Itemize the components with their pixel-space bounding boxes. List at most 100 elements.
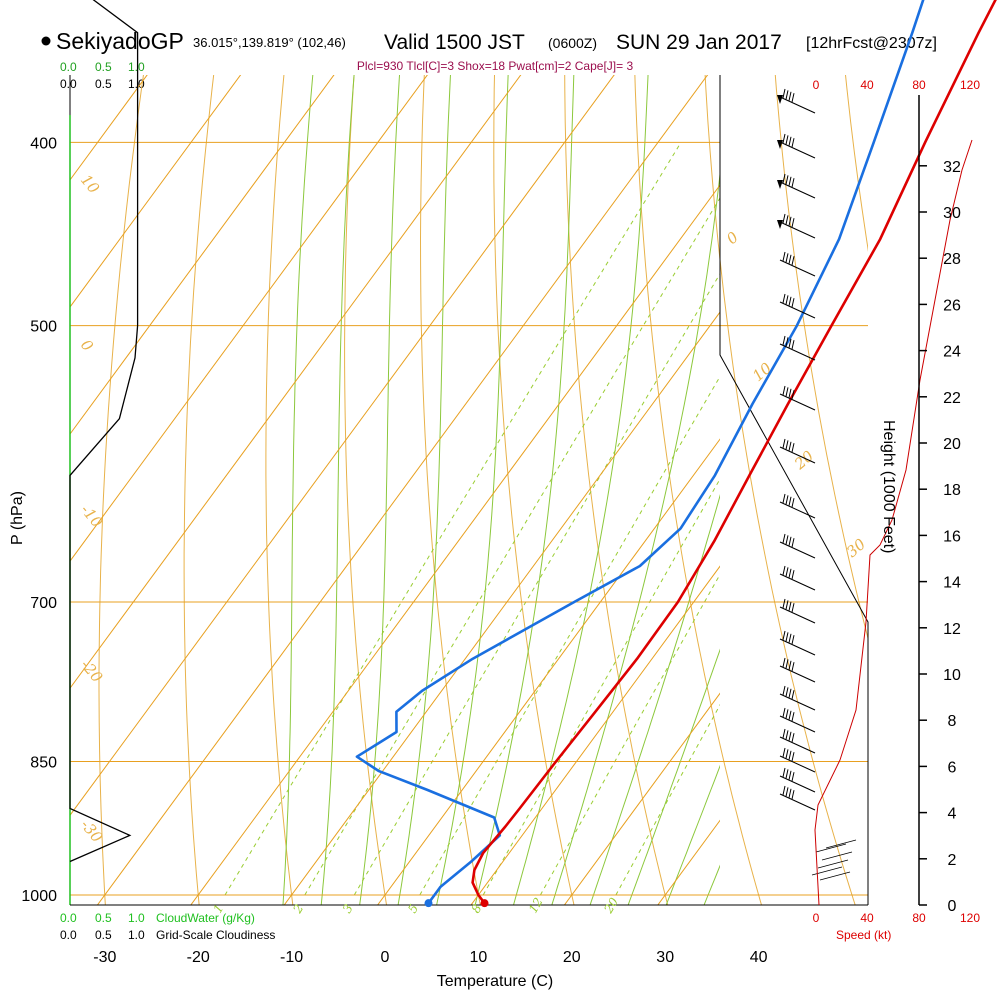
- isotherms: [70, 75, 720, 905]
- wind-barb-feather: [782, 747, 786, 758]
- svg-text:0.5: 0.5: [95, 911, 112, 925]
- wind-barb-feather: [785, 90, 789, 100]
- wind-barb-feather: [791, 138, 795, 148]
- height-tick-label: 30: [943, 205, 961, 222]
- wind-barb-feather: [791, 390, 795, 400]
- wind-barb-staff: [779, 96, 816, 114]
- height-tick-label: 26: [943, 297, 961, 314]
- wind-barb-feather: [791, 690, 795, 700]
- temperature-tick: 20: [563, 949, 581, 966]
- wind-barb-feather: [785, 387, 789, 397]
- height-tick-label: 0: [948, 898, 957, 915]
- wind-barb-feather: [782, 767, 786, 778]
- moist-adiabat-line: [512, 75, 649, 905]
- wind-barb-feather: [788, 731, 792, 741]
- valid-time: Valid 1500 JST: [384, 31, 525, 54]
- stability-indices: Plcl=930 Tlcl[C]=3 Shox=18 Pwat[cm]=2 Ca…: [357, 59, 634, 73]
- wind-barb-staff: [779, 446, 816, 464]
- wind-barb-feather: [785, 659, 789, 669]
- temperature-tick: -20: [187, 949, 210, 966]
- wind-barb-feather: [791, 340, 795, 350]
- forecast-info: [12hrFcst@2307z]: [806, 35, 937, 52]
- wind-barb-staff: [779, 606, 816, 624]
- wind-barb-feather: [788, 568, 792, 578]
- wind-barb-feather: [782, 385, 786, 396]
- wind-panel-boundary: [719, 75, 869, 905]
- temperature-tick: 40: [750, 949, 768, 966]
- height-tick-label: 20: [943, 436, 961, 453]
- station-coords: 36.015°,139.819° (102,46): [193, 35, 346, 50]
- svg-text:1.0: 1.0: [128, 911, 145, 925]
- wind-barb-feather: [788, 441, 792, 451]
- wind-barb-staff: [779, 793, 816, 811]
- wind-barb-pennant: [777, 180, 783, 189]
- surface-temperature-point: [480, 899, 489, 908]
- height-tick-label: 6: [948, 759, 957, 776]
- wind-barb-staff: [779, 259, 816, 277]
- wind-barb-feather: [791, 733, 795, 743]
- wind-barb-feather: [782, 293, 786, 304]
- wind-barb-staff: [779, 301, 816, 319]
- wind-barb-feather: [785, 215, 789, 225]
- isotherm-line: [96, 75, 709, 905]
- speed-top-scale: 0 40 80 120: [813, 78, 981, 92]
- station-bullet-icon: [41, 36, 51, 46]
- wind-barb-staff: [779, 221, 816, 239]
- moist-adiabat-line: [359, 75, 401, 905]
- height-tick-label: 4: [948, 806, 957, 823]
- cloudiness-bottom-scale: 0.0 0.5 1.0 Grid-Scale Cloudiness: [60, 928, 275, 942]
- wind-barb-feather: [782, 728, 786, 739]
- svg-text:120: 120: [960, 78, 980, 92]
- wind-barb-feather: [788, 536, 792, 546]
- temperature-tick: 0: [381, 949, 390, 966]
- isotherm-line: [70, 75, 522, 690]
- wind-barb-feather: [782, 630, 786, 641]
- wind-barb-feather: [788, 750, 792, 760]
- dry-adiabat-line: [704, 75, 856, 905]
- wind-barb-feather: [788, 601, 792, 611]
- wind-barb-staff: [779, 775, 816, 793]
- wind-barb-feather: [782, 173, 786, 184]
- svg-text:0: 0: [813, 911, 820, 925]
- temperature-tick: 30: [656, 949, 674, 966]
- wind-barb-staff: [825, 839, 857, 849]
- svg-text:1.0: 1.0: [128, 60, 145, 74]
- wind-barb-feather: [785, 253, 789, 263]
- wind-barb-feather: [788, 788, 792, 798]
- svg-text:40: 40: [860, 911, 874, 925]
- mixing-ratio-line: [615, 703, 720, 896]
- wind-barb-staff: [779, 393, 816, 411]
- height-tick-label: 32: [943, 159, 961, 176]
- wind-barb-feather: [788, 710, 792, 720]
- wind-barb-feather: [791, 256, 795, 266]
- svg-text:Speed (kt): Speed (kt): [836, 928, 891, 942]
- svg-text:1.0: 1.0: [128, 928, 145, 942]
- temperature-axis-label: Temperature (C): [437, 973, 553, 990]
- wind-barb-feather: [785, 749, 789, 759]
- moist-adiabat-line: [551, 169, 720, 905]
- isotherm-line: [190, 184, 720, 905]
- svg-text:0.5: 0.5: [95, 928, 112, 942]
- wind-barb-staff: [779, 541, 816, 559]
- wind-barb-feather: [791, 662, 795, 672]
- svg-text:1.0: 1.0: [128, 77, 145, 91]
- moist-adiabat-line: [627, 648, 720, 905]
- wind-barb-feather: [788, 91, 792, 101]
- height-tick-label: 10: [943, 667, 961, 684]
- surface-dewpoint-point: [424, 899, 433, 908]
- svg-text:0: 0: [813, 78, 820, 92]
- wind-barb-feather: [782, 251, 786, 262]
- height-tick-label: 18: [943, 482, 961, 499]
- wind-barb-feather: [782, 493, 786, 504]
- wind-barb-feather: [785, 730, 789, 740]
- wind-barbs: [777, 88, 857, 881]
- isotherm-line: [70, 75, 615, 817]
- pressure-tick-500: 500: [30, 319, 57, 336]
- wind-barb-feather: [791, 570, 795, 580]
- wind-barb-feather: [791, 218, 795, 228]
- dry-adiabat-line: [564, 75, 669, 905]
- wind-barb-feather: [782, 438, 786, 449]
- wind-barb-feather: [782, 785, 786, 796]
- wind-barb-staff: [779, 638, 816, 656]
- wind-barb-feather: [785, 535, 789, 545]
